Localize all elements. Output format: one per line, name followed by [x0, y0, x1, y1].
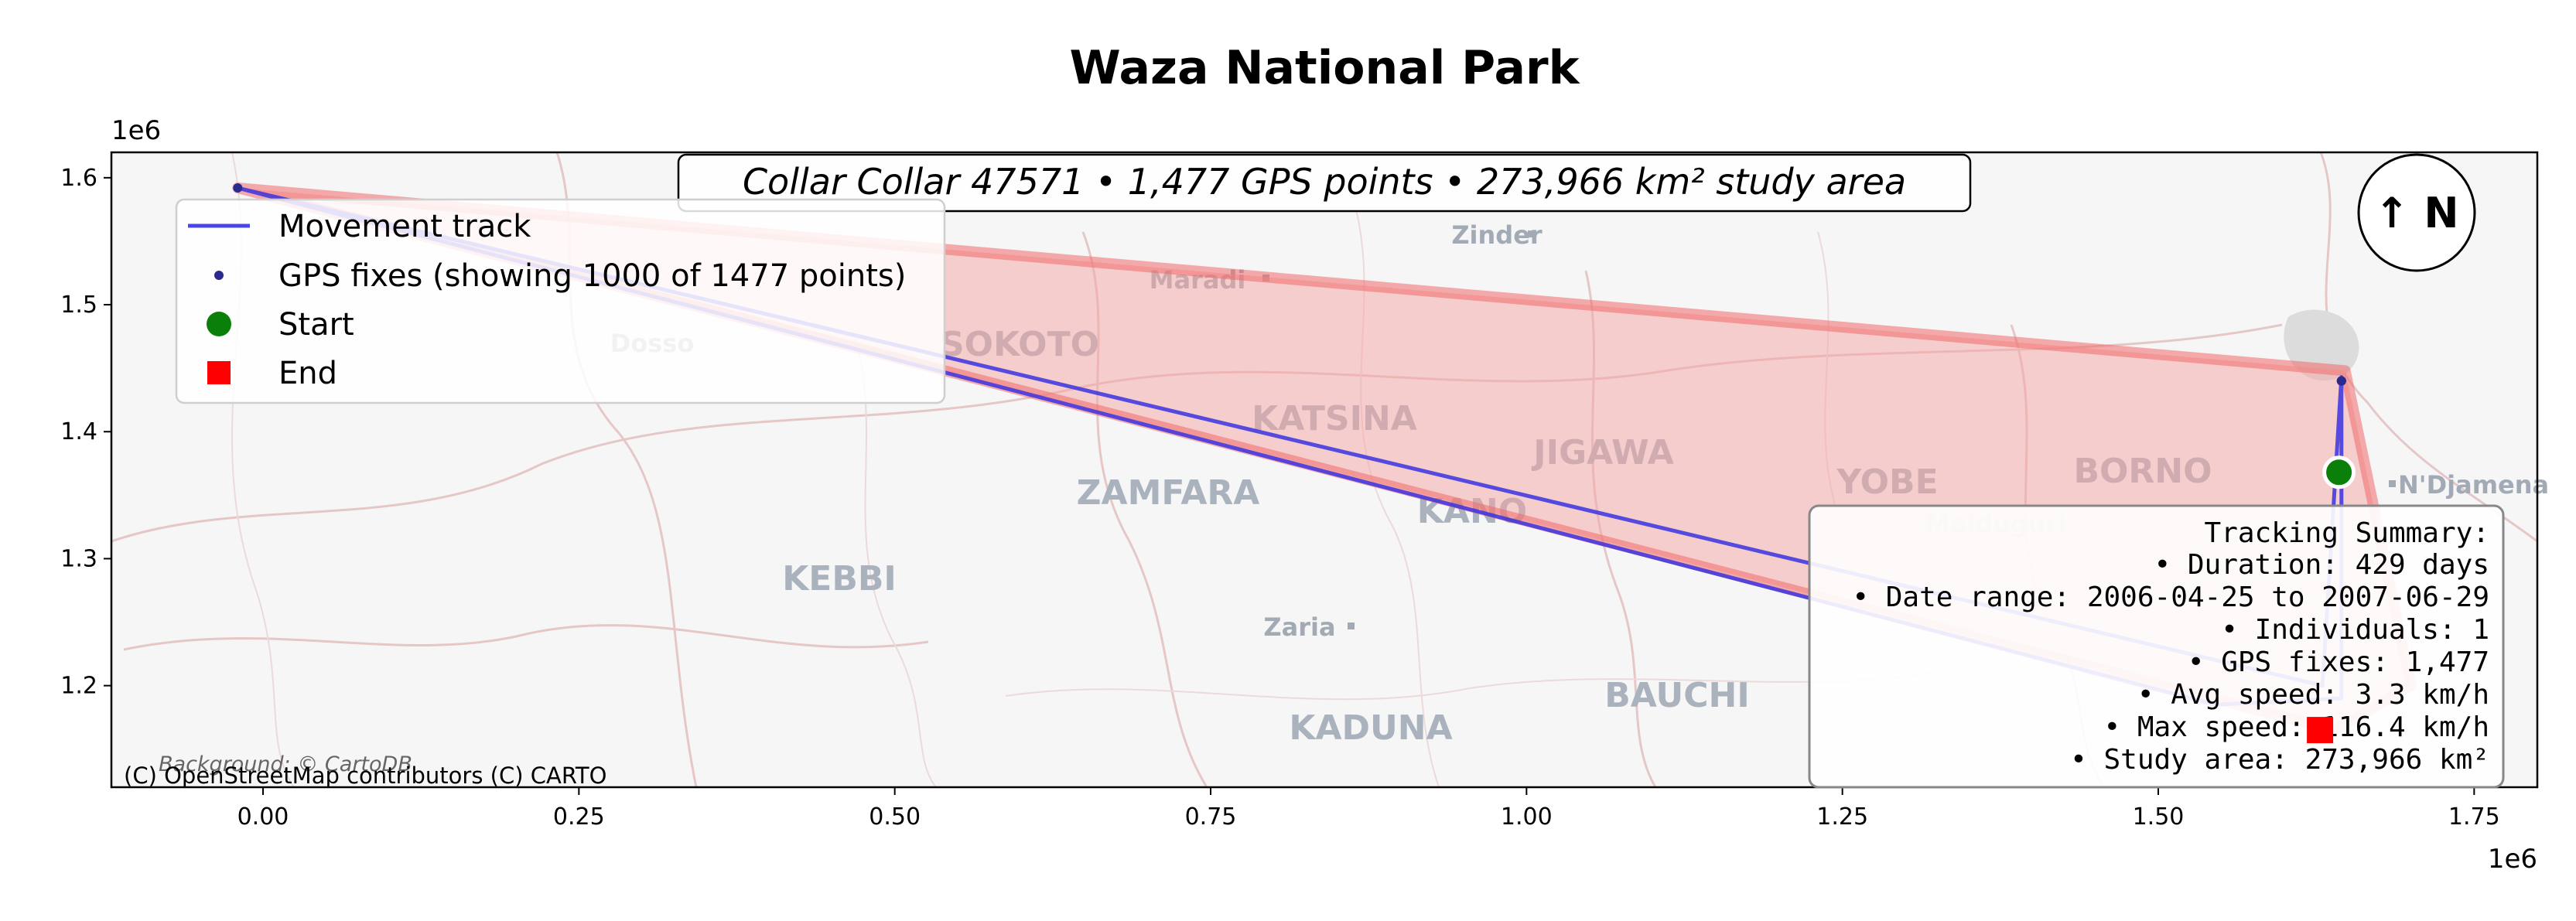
attribution-watermark: Background: © CartoDB [159, 752, 412, 776]
summary-line: • Study area: 273,966 km² [2070, 744, 2489, 776]
legend-end-label: End [278, 356, 337, 391]
x-tick-label: 0.50 [869, 803, 921, 831]
city-label: Zinder [1451, 220, 1543, 250]
city-marker [1348, 623, 1355, 629]
summary-line: • Date range: 2006-04-25 to 2007-06-29 [1852, 582, 2489, 613]
x-tick-label: 0.75 [1185, 803, 1237, 831]
gps-fix-point [2336, 376, 2346, 386]
x-tick-label: 1.00 [1501, 803, 1553, 831]
tracking-summary: Tracking Summary: • Duration: 429 days •… [1808, 504, 2505, 789]
info-banner-text: Collar Collar 47571 • 1,477 GPS points •… [743, 161, 1906, 203]
figure-title: Waza National Park [1069, 41, 1580, 95]
legend: Movement track GPS fixes (showing 1000 o… [175, 198, 946, 404]
x-axis-exponent: 1e6 [2488, 844, 2537, 875]
legend-start-label: Start [278, 307, 354, 343]
y-tick-label: 1.3 [60, 545, 97, 572]
end-marker-layer [2307, 717, 2334, 744]
summary-line: • Individuals: 1 [2221, 614, 2489, 646]
x-tick-label: 1.25 [1816, 803, 1868, 831]
north-arrow: ↑ N [2357, 153, 2476, 272]
y-tick-label: 1.6 [60, 165, 97, 192]
legend-track-label: Movement track [278, 209, 531, 244]
legend-end-swatch [207, 361, 231, 384]
y-tick-label: 1.5 [60, 292, 97, 319]
x-tick-label: 1.50 [2133, 803, 2185, 831]
end-marker [2307, 717, 2334, 744]
summary-heading: Tracking Summary: [2205, 517, 2489, 549]
start-marker [2322, 455, 2356, 489]
city-marker [2389, 480, 2396, 487]
info-banner: Collar Collar 47571 • 1,477 GPS points •… [677, 153, 1972, 213]
city-label: N'Djamena [2398, 470, 2549, 500]
legend-fixes-swatch [214, 271, 224, 280]
x-tick-label: 1.75 [2448, 803, 2500, 831]
summary-line: • GPS fixes: 1,477 [2188, 646, 2489, 678]
city-label: Zaria [1263, 612, 1335, 642]
region-label: BAUCHI [1604, 676, 1749, 715]
legend-start-swatch [207, 312, 231, 336]
y-axis-exponent: 1e6 [111, 115, 161, 146]
gps-fix-point [233, 183, 243, 193]
tracking-summary-box [1808, 504, 2505, 789]
summary-line: • Duration: 429 days [2154, 549, 2489, 581]
axes-frame [110, 151, 2539, 789]
start-end-markers [2322, 455, 2356, 489]
info-banner-box [677, 153, 1972, 213]
x-tick-label: 0.25 [553, 803, 605, 831]
summary-line: • Avg speed: 3.3 km/h [2137, 679, 2489, 711]
axis-ticks: 0.00 0.25 0.50 0.75 1.00 1.25 1.50 1.75 1.2 1.3 1.… [60, 165, 2499, 831]
summary-line: • Max speed: 116.4 km/h [2104, 711, 2490, 743]
y-tick-label: 1.2 [60, 673, 97, 700]
north-arrow-circle [2357, 153, 2476, 272]
y-tick-label: 1.4 [60, 418, 97, 445]
x-tick-label: 0.00 [237, 803, 289, 831]
legend-fixes-label: GPS fixes (showing 1000 of 1477 points) [278, 258, 906, 294]
region-label: ZAMFARA [1077, 473, 1260, 513]
legend-box [175, 198, 946, 404]
map-attribution: (C) OpenStreetMap contributors (C) CARTO [124, 762, 606, 789]
north-arrow-label: ↑ N [2374, 189, 2458, 237]
gps-fixes [233, 183, 2346, 386]
region-label: KADUNA [1289, 708, 1452, 748]
city-marker [1528, 230, 1535, 237]
region-label: KEBBI [782, 559, 897, 599]
